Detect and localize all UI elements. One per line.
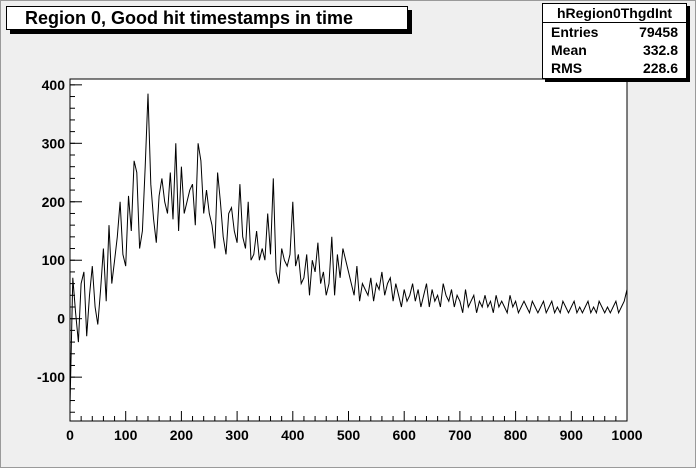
data-series-line-0 xyxy=(69,93,628,407)
stats-value: 79458 xyxy=(639,24,678,40)
plot-area xyxy=(69,78,628,422)
y-tick-label: 0 xyxy=(57,311,65,327)
stats-key: RMS xyxy=(551,60,583,76)
x-tick-label: 300 xyxy=(225,427,249,443)
stats-row-mean: Mean 332.8 xyxy=(543,41,686,59)
stats-row-entries: Entries 79458 xyxy=(543,23,686,41)
x-tick-label: 200 xyxy=(170,427,194,443)
y-tick-label: 400 xyxy=(42,77,66,93)
y-tick-label: 100 xyxy=(42,252,66,268)
x-tick-label: 800 xyxy=(504,427,528,443)
stats-box: hRegion0ThgdInt Entries 79458 Mean 332.8… xyxy=(542,3,687,79)
x-tick-label: 400 xyxy=(281,427,305,443)
stats-key: Entries xyxy=(551,24,599,40)
chart-title-text: Region 0, Good hit timestamps in time xyxy=(25,8,354,28)
stats-row-rms: RMS 228.6 xyxy=(543,59,686,77)
x-tick-label: 0 xyxy=(66,427,74,443)
x-tick-label: 1000 xyxy=(611,427,642,443)
stats-histogram-name: hRegion0ThgdInt xyxy=(543,4,686,23)
stats-value: 228.6 xyxy=(642,60,678,76)
chart-title: Region 0, Good hit timestamps in time xyxy=(6,6,408,30)
x-tick-label: 500 xyxy=(337,427,361,443)
y-tick-label: 300 xyxy=(42,135,66,151)
x-tick-label: 900 xyxy=(560,427,584,443)
y-tick-label: 200 xyxy=(42,194,66,210)
x-tick-label: 700 xyxy=(448,427,472,443)
x-tick-label: 600 xyxy=(393,427,417,443)
stats-key: Mean xyxy=(551,42,587,58)
y-tick-label: -100 xyxy=(37,369,65,385)
x-tick-label: 100 xyxy=(114,427,138,443)
stats-value: 332.8 xyxy=(642,42,678,58)
